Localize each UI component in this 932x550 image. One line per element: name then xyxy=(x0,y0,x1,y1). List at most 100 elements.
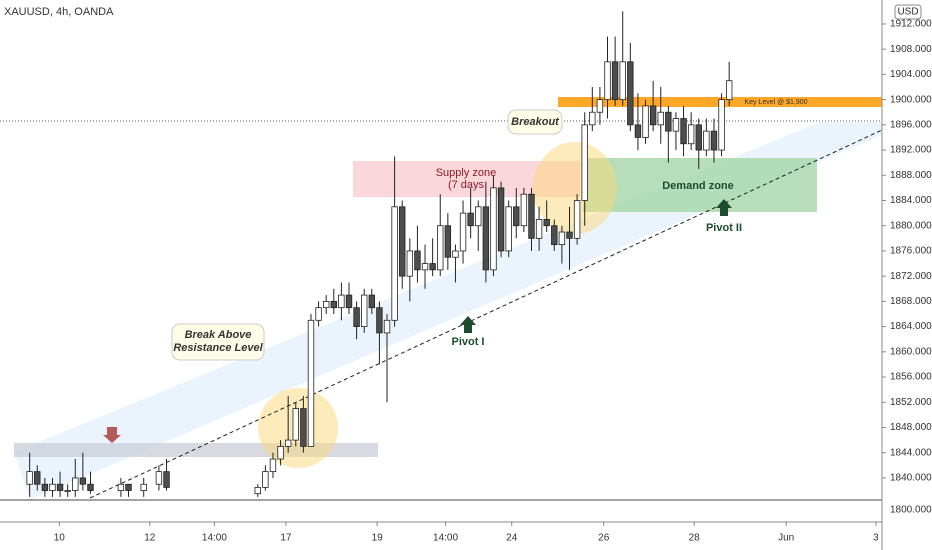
candle-body xyxy=(642,105,649,138)
y-tick-label: 1900.000 xyxy=(890,94,932,105)
candle-body xyxy=(710,130,718,151)
y-tick-label: 1892.000 xyxy=(890,145,932,156)
y-tick-label: 1876.000 xyxy=(890,246,932,257)
arrow-up xyxy=(460,316,476,333)
candle-body xyxy=(566,231,573,239)
zone-label: Demand zone xyxy=(662,180,734,192)
y-tick-label: 1864.000 xyxy=(890,321,932,332)
candle-body xyxy=(627,61,634,126)
candle-body xyxy=(611,61,619,101)
y-tick-label: 1880.000 xyxy=(890,220,932,231)
candle-body xyxy=(277,446,284,460)
candle-body xyxy=(361,294,368,328)
x-tick-label: 3 xyxy=(873,533,879,544)
candle-body xyxy=(56,483,64,491)
currency-box xyxy=(894,4,922,20)
candle-body xyxy=(573,200,581,239)
candle-body xyxy=(26,471,33,485)
y-tick-label: 1904.000 xyxy=(890,69,932,80)
candle-body xyxy=(262,471,269,488)
candle-body xyxy=(383,319,391,334)
candle-body xyxy=(475,206,482,227)
x-tick-label: 17 xyxy=(280,533,292,544)
y-tick-label: 1912.000 xyxy=(890,19,932,30)
currency: USD xyxy=(897,7,918,18)
x-tick-label: 14:00 xyxy=(202,533,227,544)
highlight xyxy=(533,142,617,234)
trendline xyxy=(89,129,883,499)
zone-label: (7 days xyxy=(448,179,485,191)
y-tick-label: 1868.000 xyxy=(890,296,932,307)
candle-body xyxy=(649,105,657,126)
candle-body xyxy=(687,124,695,145)
x-tick-label: Jun xyxy=(778,533,794,544)
key-level-label-bg xyxy=(741,97,811,107)
candle-body xyxy=(505,206,512,252)
candle-body xyxy=(315,307,322,321)
candle-body xyxy=(421,263,429,271)
candle-body xyxy=(87,483,94,491)
candle-body xyxy=(34,471,41,485)
y-tick-label: 1884.000 xyxy=(890,195,932,206)
y-tick-label: 1908.000 xyxy=(890,44,932,55)
candle-body xyxy=(64,490,71,492)
candle-body xyxy=(376,307,383,334)
candle-body xyxy=(558,231,566,246)
candle-body xyxy=(330,300,337,309)
key-level-label: Key Level @ $1,900 xyxy=(744,99,807,106)
candle-body xyxy=(353,307,360,328)
candle-body xyxy=(452,250,459,258)
candle-body xyxy=(72,477,79,491)
candle-body xyxy=(581,124,588,201)
candle-body xyxy=(665,111,672,132)
title: XAUUSD, 4h, OANDA xyxy=(4,6,114,18)
y-tick-label: 1856.000 xyxy=(890,372,932,383)
candle-body xyxy=(49,483,56,491)
y-tick-label: 1872.000 xyxy=(890,271,932,282)
y-tick-label: 1844.000 xyxy=(890,447,932,458)
arrow-down xyxy=(103,427,121,443)
candle-body xyxy=(391,206,398,321)
callout-text: Resistance Level xyxy=(173,342,263,354)
candle-body xyxy=(79,477,87,485)
callout-text: Break Above xyxy=(185,329,252,341)
candle-body xyxy=(437,225,444,271)
arrow-up xyxy=(716,199,732,216)
candle-body xyxy=(680,118,687,145)
pivot-label: Pivot I xyxy=(451,336,484,348)
x-tick-label: 19 xyxy=(372,533,384,544)
candle-body xyxy=(482,206,490,271)
candle-body xyxy=(543,219,550,227)
candle-body xyxy=(589,111,596,126)
candle-body xyxy=(513,206,520,227)
candle-body xyxy=(718,99,725,151)
y-tick-label: 1860.000 xyxy=(890,346,932,357)
candle-body xyxy=(497,187,505,252)
candle-body xyxy=(604,61,611,101)
candle-body xyxy=(528,193,535,239)
candle-body xyxy=(725,80,733,101)
y-tick-label: 1848.000 xyxy=(890,422,932,433)
candle-body xyxy=(596,99,604,113)
callout xyxy=(171,323,265,361)
candle-body xyxy=(140,483,147,491)
x-tick-label: 14:00 xyxy=(433,533,458,544)
candle-body xyxy=(551,225,558,246)
candle-body xyxy=(399,206,406,277)
candle-body xyxy=(695,124,702,151)
y-tick-label: 1888.000 xyxy=(890,170,932,181)
demand-zone xyxy=(583,158,817,212)
candle-body xyxy=(269,458,277,473)
candle-body xyxy=(117,483,125,491)
callout-text: Breakout xyxy=(511,116,560,128)
x-tick-label: 10 xyxy=(54,533,66,544)
callout xyxy=(507,109,563,135)
y-tick-label: 1852.000 xyxy=(890,397,932,408)
candle-body xyxy=(345,294,353,309)
candle-body xyxy=(657,111,664,126)
candle-body xyxy=(292,408,299,441)
candle-body xyxy=(414,250,421,271)
candle-body xyxy=(406,250,414,277)
candle-body xyxy=(284,439,292,447)
